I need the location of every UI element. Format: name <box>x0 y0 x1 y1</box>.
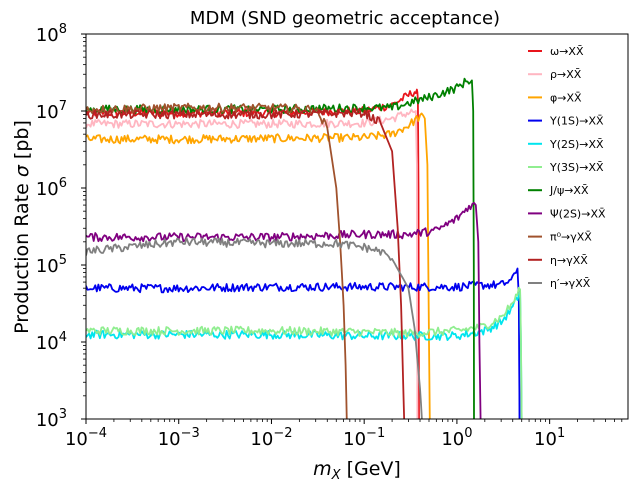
series-line-8 <box>86 102 348 419</box>
series-line-5 <box>86 286 523 419</box>
series-layer <box>86 77 523 419</box>
series-line-2 <box>86 112 431 419</box>
legend-label-2: φ→XX̄ <box>550 91 582 104</box>
series-line-3 <box>86 267 521 419</box>
x-axis-label: mX [GeV] <box>313 458 401 483</box>
legend-label-7: Ψ(2S)→XX̄ <box>550 207 606 220</box>
legend-label-6: J/ψ→XX̄ <box>549 184 589 197</box>
y-tick-label-3: 106 <box>36 176 67 200</box>
y-tick-label-4: 107 <box>36 99 67 123</box>
plot-frame <box>85 33 629 420</box>
x-tick-label-4: 100 <box>441 426 472 450</box>
x-tick-label-1: 10−3 <box>158 426 200 450</box>
y-tick-label-5: 108 <box>36 22 67 46</box>
series-line-7 <box>86 201 482 419</box>
legend-label-1: ρ→XX̄ <box>550 68 582 81</box>
series-line-10 <box>86 237 423 419</box>
y-tick-label-0: 103 <box>36 407 67 431</box>
legend-label-5: Υ(3S)→XX̄ <box>549 161 604 174</box>
x-tick-label-0: 10−4 <box>65 426 107 450</box>
series-line-4 <box>86 290 523 419</box>
series-line-1 <box>86 108 419 419</box>
x-tick-label-3: 10−1 <box>343 426 385 450</box>
legend-label-0: ω→XX̄ <box>550 45 584 58</box>
y-tick-label-2: 105 <box>36 253 67 277</box>
chart-title: MDM (SND geometric acceptance) <box>190 8 500 29</box>
legend-label-4: Υ(2S)→XX̄ <box>549 138 604 151</box>
legend: ω→XX̄ ρ→XX̄ φ→XX̄ Υ(1S)→XX̄ Υ(2S)→XX̄ Υ(3S)→X… <box>528 45 606 290</box>
legend-label-3: Υ(1S)→XX̄ <box>549 115 604 128</box>
legend-label-9: η→γXX̄ <box>550 254 588 267</box>
y-tick-label-1: 104 <box>36 330 67 354</box>
series-line-9 <box>86 107 406 419</box>
x-tick-label-5: 101 <box>534 426 565 450</box>
ticks-layer: 10−4 10−3 10−2 10−1 100 101 103 104 105 106 107 108 <box>36 22 623 450</box>
x-tick-label-2: 10−2 <box>250 426 292 450</box>
legend-label-10: η′→γXX̄ <box>550 277 591 290</box>
y-axis-label: Production Rate σ [pb] <box>11 120 33 334</box>
legend-label-8: π⁰→γXX̄ <box>550 231 592 244</box>
